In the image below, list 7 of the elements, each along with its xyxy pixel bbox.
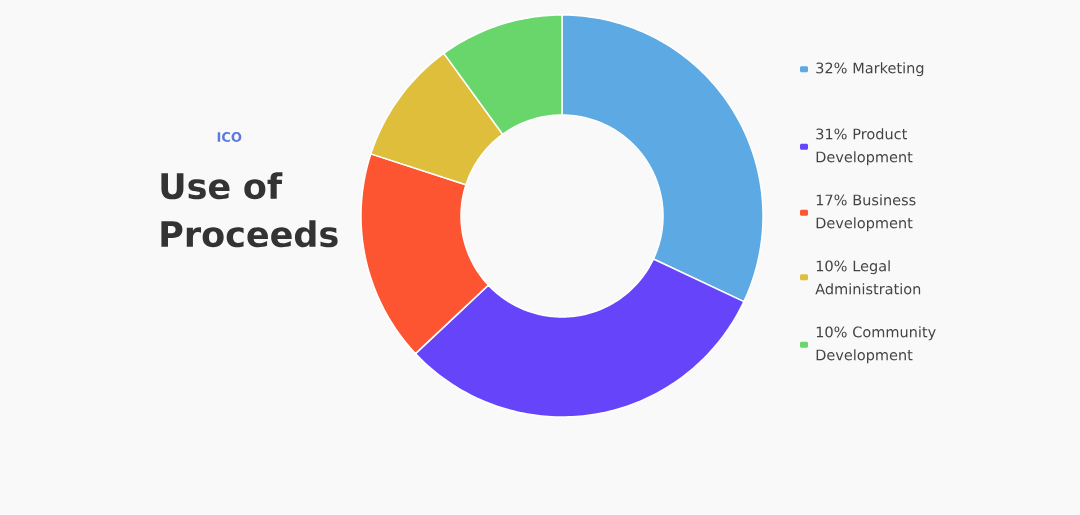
- legend-label: 10% Legal Administration: [815, 260, 921, 295]
- text: ICO: [217, 132, 242, 142]
- legend-label: 31% Product Development: [816, 128, 913, 166]
- legend-label: 10% Community Development: [816, 326, 936, 364]
- legend-label: 32% Marketing: [816, 62, 924, 77]
- legend-label: 17% Business Development: [816, 194, 916, 232]
- text: Use of Proceeds: [161, 172, 338, 248]
